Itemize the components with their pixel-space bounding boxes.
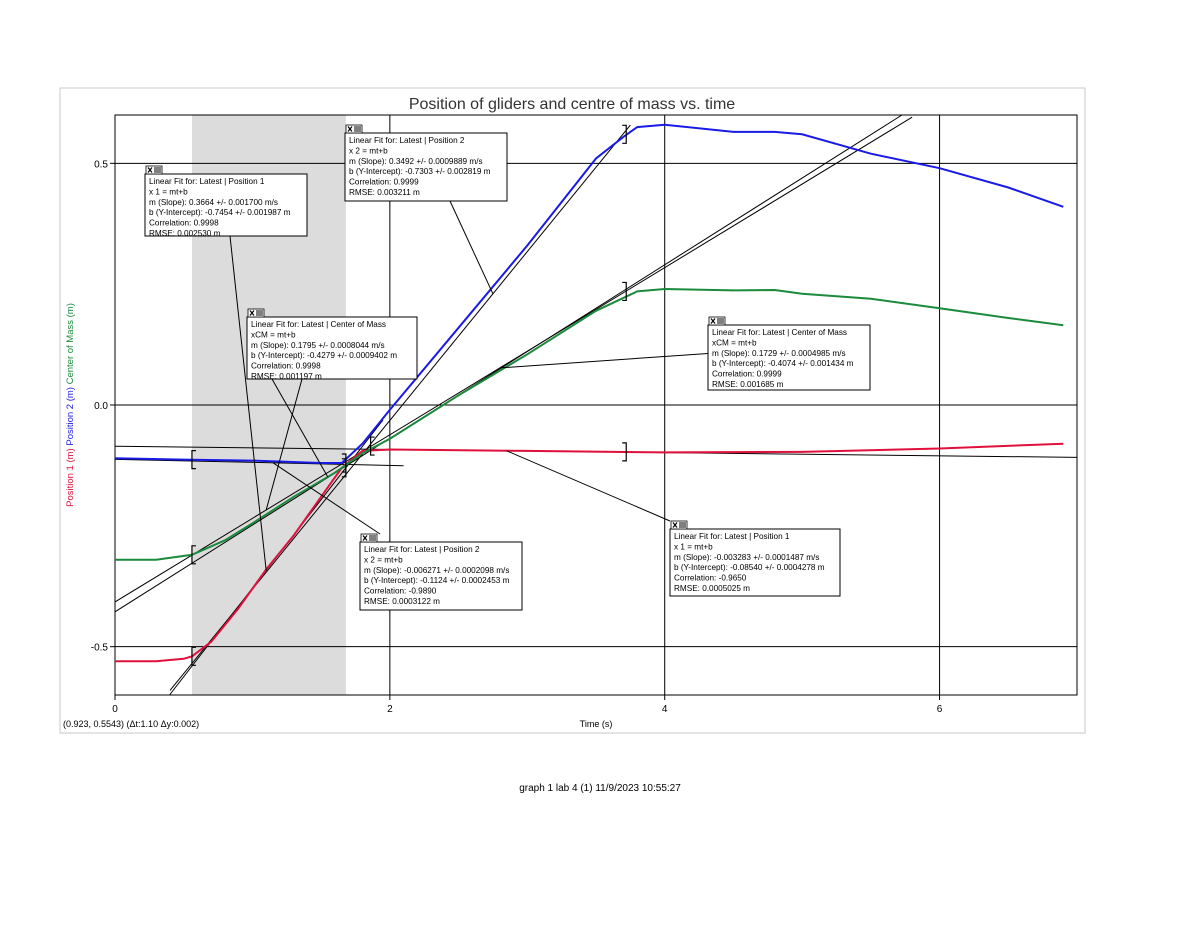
fit-box-line: b (Y-Intercept): -0.4074 +/- 0.001434 m xyxy=(712,359,854,368)
range-bracket[interactable] xyxy=(622,442,627,462)
fit-box-line: x 2 = mt+b xyxy=(349,146,388,155)
leader-line xyxy=(272,462,381,535)
x-axis-label: Time (s) xyxy=(580,719,613,729)
fit-box-line: RMSE: 0.001685 m xyxy=(712,380,784,389)
range-bracket[interactable] xyxy=(622,124,627,144)
fit-box-line: Correlation: 0.9998 xyxy=(251,362,321,371)
fit-box-frame xyxy=(707,324,871,391)
fit-annotations[interactable]: Linear Fit for: Latest | Position 1x 1 =… xyxy=(144,124,871,611)
close-menu-icon[interactable] xyxy=(708,316,726,326)
box-position2-b[interactable]: Linear Fit for: Latest | Position 2x 2 =… xyxy=(344,124,508,202)
fit-box-frame xyxy=(344,132,508,202)
print-footer: graph 1 lab 4 (1) 11/9/2023 10:55:27 xyxy=(519,783,681,794)
y-tick-label: 0.5 xyxy=(94,159,108,170)
y-axis-label-part: Position 2 (m) xyxy=(65,387,76,448)
fit-box-line: Linear Fit for: Latest | Position 2 xyxy=(364,545,480,554)
fit-box-line: xCM = mt+b xyxy=(712,338,757,347)
range-brackets[interactable] xyxy=(191,124,627,666)
fit-box-frame xyxy=(246,316,418,380)
leader-line xyxy=(449,200,494,295)
box-com-a[interactable]: Linear Fit for: Latest | Center of Massx… xyxy=(246,308,418,381)
fit-box-line: m (Slope): -0.006271 +/- 0.0002098 m/s xyxy=(364,566,509,575)
fit-box-frame xyxy=(669,528,841,597)
fit-box-line: x 2 = mt+b xyxy=(364,555,403,564)
fit-box-line: b (Y-Intercept): -0.1124 +/- 0.0002453 m xyxy=(364,576,510,585)
fit-box-line: x 1 = mt+b xyxy=(149,187,188,196)
fit-box-line: Correlation: 0.9999 xyxy=(349,178,419,187)
leader-line xyxy=(229,235,267,571)
fit-box-line: RMSE: 0.002530 m xyxy=(149,229,221,238)
box-com-b[interactable]: Linear Fit for: Latest | Center of Massx… xyxy=(707,316,871,391)
fit-box-line: RMSE: 0.0003122 m xyxy=(364,597,440,606)
leader-line xyxy=(506,450,671,522)
series-position-1 xyxy=(115,442,1064,663)
box-position1-b[interactable]: Linear Fit for: Latest | Position 1x 1 =… xyxy=(669,520,841,597)
fit-box-line: xCM = mt+b xyxy=(251,330,296,339)
fit-box-line: Linear Fit for: Latest | Position 1 xyxy=(149,177,265,186)
y-axis-label: Position 1 (m) Position 2 (m) Center of … xyxy=(65,303,76,507)
fit-box-line: Linear Fit for: Latest | Center of Mass xyxy=(251,320,386,329)
y-axis-label-part: Center of Mass (m) xyxy=(65,303,76,387)
fit-box-line: Correlation: -0.9650 xyxy=(674,574,747,583)
chart-frame xyxy=(59,87,1086,734)
fit-box-line: Linear Fit for: Latest | Center of Mass xyxy=(712,328,847,337)
close-menu-icon[interactable] xyxy=(670,520,688,530)
box-position2-a[interactable]: Linear Fit for: Latest | Position 2x 2 =… xyxy=(359,533,523,611)
leader-line xyxy=(499,353,709,369)
close-menu-icon[interactable] xyxy=(345,124,363,134)
leader-line xyxy=(271,378,329,478)
series-position-2 xyxy=(114,123,1064,464)
fit-box-line: x 1 = mt+b xyxy=(674,542,713,551)
close-menu-icon[interactable] xyxy=(145,165,163,175)
fit-box-line: m (Slope): 0.1729 +/- 0.0004985 m/s xyxy=(712,349,846,358)
fit-box-line: RMSE: 0.0005025 m xyxy=(674,584,750,593)
fit-box-line: m (Slope): 0.1795 +/- 0.0008044 m/s xyxy=(251,341,385,350)
fit-position2-a xyxy=(114,458,404,467)
range-bracket[interactable] xyxy=(191,646,196,666)
fit-com-a xyxy=(114,114,903,613)
fit-box-line: m (Slope): 0.3664 +/- 0.001700 m/s xyxy=(149,198,278,207)
fit-box-line: m (Slope): 0.3492 +/- 0.0009889 m/s xyxy=(349,157,483,166)
leader-line xyxy=(265,378,303,511)
chart-title: Position of gliders and centre of mass v… xyxy=(409,96,735,113)
range-bracket[interactable] xyxy=(191,545,196,565)
fit-box-line: Linear Fit for: Latest | Position 2 xyxy=(349,136,465,145)
y-tick-label: 0.0 xyxy=(94,401,108,412)
range-bracket[interactable] xyxy=(622,281,627,302)
close-menu-icon[interactable] xyxy=(247,308,265,318)
fit-box-line: b (Y-Intercept): -0.4279 +/- 0.0009402 m xyxy=(251,351,397,360)
fit-box-line: Correlation: -0.9890 xyxy=(364,587,437,596)
axis-ticks: 0 2 4 6 0.5 0.0 -0.5 xyxy=(91,159,943,715)
fit-box-frame xyxy=(359,541,523,611)
fit-box-line: RMSE: 0.001197 m xyxy=(251,372,322,381)
y-axis-labels: Position 1 (m) Position 2 (m) Center of … xyxy=(65,303,76,507)
y-tick-label: -0.5 xyxy=(91,643,109,654)
series-center-of-mass xyxy=(115,287,1064,561)
y-axis-label-part: Position 1 (m) xyxy=(65,448,76,507)
fit-box-line: Linear Fit for: Latest | Position 1 xyxy=(674,532,790,541)
fit-box-line: b (Y-Intercept): -0.7454 +/- 0.001987 m xyxy=(149,208,291,217)
fit-box-frame xyxy=(144,173,308,237)
range-bracket[interactable] xyxy=(370,436,375,456)
range-bracket[interactable] xyxy=(341,458,347,478)
fit-box-line: RMSE: 0.003211 m xyxy=(349,188,420,197)
fit-box-line: Correlation: 0.9999 xyxy=(712,370,782,379)
fit-box-line: b (Y-Intercept): -0.7303 +/- 0.002819 m xyxy=(349,167,491,176)
data-series xyxy=(114,123,1064,663)
fit-box-line: Correlation: 0.9998 xyxy=(149,219,219,228)
x-tick-label: 2 xyxy=(387,704,393,715)
fit-com-b xyxy=(114,116,913,603)
fit-box-line: m (Slope): -0.003283 +/- 0.0001487 m/s xyxy=(674,553,819,562)
range-bracket[interactable] xyxy=(191,450,196,470)
x-tick-label: 4 xyxy=(662,704,668,715)
cursor-readout: (0.923, 0.5543) (Δt:1.10 Δy:0.002) xyxy=(63,719,199,729)
box-position1-a[interactable]: Linear Fit for: Latest | Position 1x 1 =… xyxy=(144,165,308,238)
x-tick-label: 0 xyxy=(112,704,118,715)
leader-lines xyxy=(229,200,709,571)
fit-box-line: b (Y-Intercept): -0.08540 +/- 0.0004278 … xyxy=(674,563,825,572)
x-tick-label: 6 xyxy=(937,704,943,715)
close-menu-icon[interactable] xyxy=(360,533,378,543)
